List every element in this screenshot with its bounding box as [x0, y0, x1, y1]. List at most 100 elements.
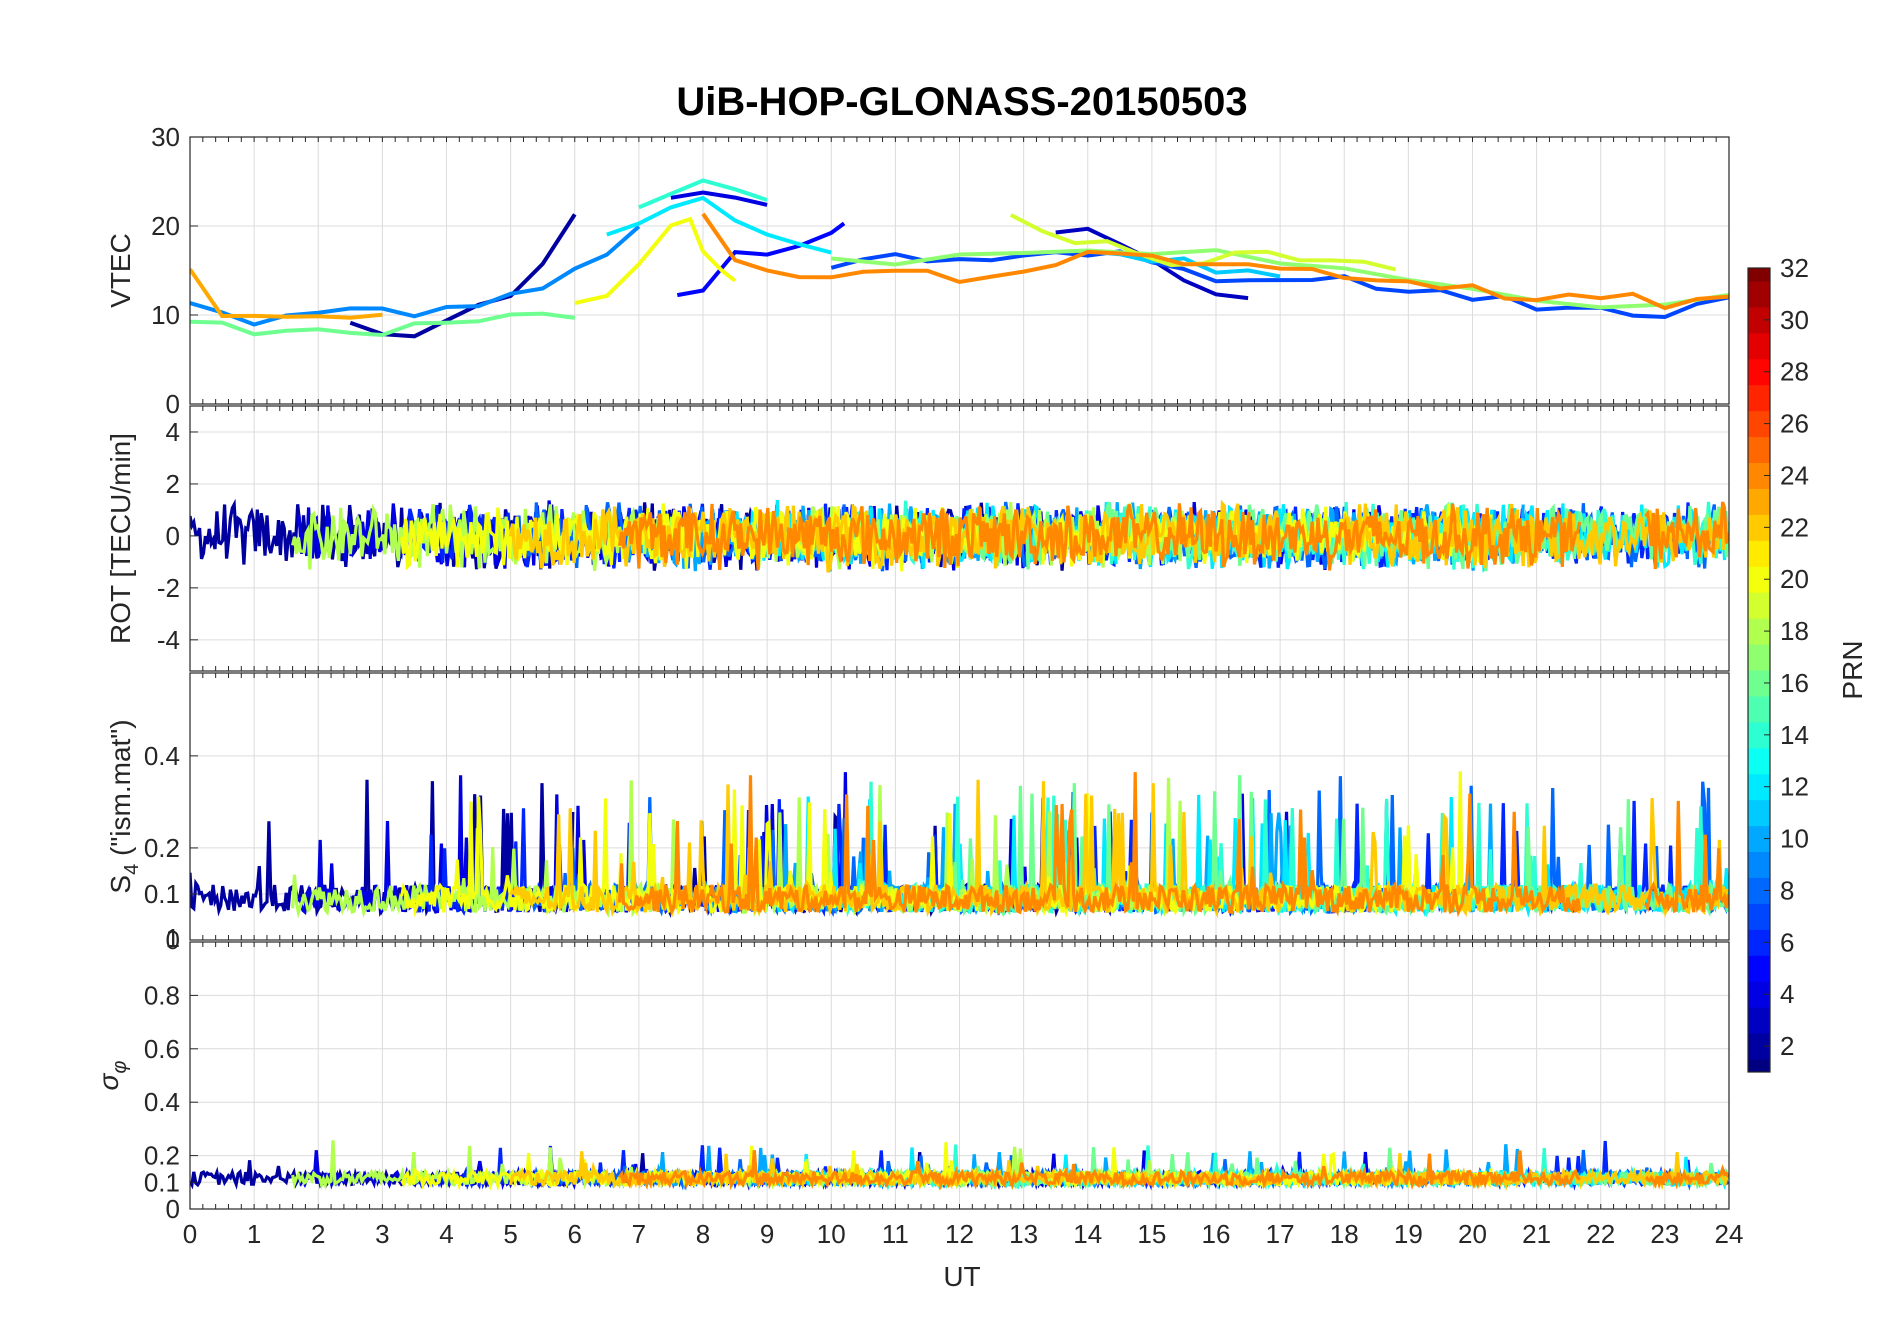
panel-4-series-prn-24-b	[1644, 1164, 1729, 1190]
colorbar-segment	[1748, 721, 1770, 749]
colorbar-frame	[1747, 267, 1771, 1073]
colorbar-segment	[1748, 488, 1770, 515]
colorbar-segment	[1748, 825, 1770, 853]
vtec-series-prn-17	[831, 248, 1729, 310]
colorbar-segment	[1748, 670, 1770, 697]
y-tick-label: 0	[166, 925, 180, 955]
panel-4-series-prn-24	[618, 1150, 1581, 1191]
vtec-series-prn-16	[190, 311, 576, 338]
panel-3-series-prn-24	[618, 772, 1582, 918]
x-tick-label: 21	[1522, 1219, 1551, 1249]
vtec-series-prn-12	[606, 195, 832, 255]
panel-2-series-prn-24	[618, 503, 1582, 571]
colorbar-segment	[1748, 981, 1770, 1008]
x-tick-label: 6	[568, 1219, 582, 1249]
colorbar-segment	[1748, 644, 1770, 671]
y-tick-label: 0.1	[144, 1167, 180, 1197]
x-tick-label: 12	[945, 1219, 974, 1249]
colorbar-segment	[1748, 799, 1770, 827]
y-tick-label: 0.4	[144, 1087, 180, 1117]
colorbar-tick-label: 10	[1780, 824, 1809, 854]
y-tick-label: 20	[151, 211, 180, 241]
x-tick-label: 20	[1458, 1219, 1487, 1249]
colorbar-segment	[1748, 773, 1770, 801]
y-tick-label: 0.1	[144, 879, 180, 909]
x-tick-label: 1	[247, 1219, 261, 1249]
panel-1-y-label: VTEC	[105, 233, 136, 308]
colorbar-tick-label: 2	[1780, 1031, 1794, 1061]
y-tick-label: 10	[151, 300, 180, 330]
colorbar-segment	[1748, 903, 1770, 930]
panel-4-y-label: σφ	[93, 1061, 131, 1091]
colorbar-segment	[1748, 929, 1770, 956]
colorbar-tick-label: 26	[1780, 409, 1809, 439]
colorbar-tick-label: 14	[1780, 720, 1809, 750]
y-tick-label: 0.2	[144, 833, 180, 863]
x-tick-label: 14	[1073, 1219, 1102, 1249]
x-tick-label: 24	[1715, 1219, 1744, 1249]
y-tick-label: 0	[166, 521, 180, 551]
colorbar-segment	[1748, 618, 1770, 645]
colorbar-segment	[1748, 851, 1770, 878]
panel-3-series-prn-16	[951, 775, 1729, 918]
vtec-series-prn-23	[190, 268, 383, 320]
colorbar-tick-label: 8	[1780, 875, 1794, 905]
colorbar-segment	[1748, 540, 1770, 567]
y-tick-label: 1	[166, 923, 180, 953]
y-tick-label: -2	[157, 573, 180, 603]
colorbar-tick-label: 20	[1780, 564, 1809, 594]
y-tick-label: 0	[166, 1194, 180, 1224]
panel-4-traces	[190, 1140, 1729, 1192]
colorbar-tick-label: 30	[1780, 305, 1809, 335]
x-tick-label: 13	[1009, 1219, 1038, 1249]
colorbar-tick-label: 12	[1780, 772, 1809, 802]
colorbar-segment	[1748, 462, 1770, 489]
colorbar-segment	[1748, 955, 1770, 982]
colorbar-tick-label: 4	[1780, 979, 1794, 1009]
panel-2-y-label: ROT [TECU/min]	[105, 433, 136, 644]
colorbar-segment	[1748, 358, 1770, 386]
x-tick-label: 3	[375, 1219, 389, 1249]
colorbar-tick-label: 6	[1780, 927, 1794, 957]
colorbar-segment	[1748, 695, 1770, 723]
colorbar-segment	[1748, 436, 1770, 464]
colorbar-segment	[1748, 1059, 1770, 1073]
colorbar-segment	[1748, 332, 1770, 360]
x-tick-label: 23	[1650, 1219, 1679, 1249]
x-tick-label: 5	[503, 1219, 517, 1249]
panel-3-series-prn-24-b	[1644, 800, 1729, 914]
x-tick-label: 18	[1330, 1219, 1359, 1249]
y-tick-label: 0.4	[144, 741, 180, 771]
y-tick-label: 0	[166, 389, 180, 419]
vtec-series-prn-9	[190, 224, 641, 327]
y-tick-label: 0.8	[144, 980, 180, 1010]
colorbar-segment	[1748, 877, 1770, 904]
vtec-series-prn-14	[638, 178, 768, 210]
colorbar-tick-label: 24	[1780, 460, 1809, 490]
colorbar-segment	[1748, 268, 1770, 282]
colorbar-segment	[1748, 1033, 1770, 1060]
data-layer	[190, 178, 1729, 1192]
vtec-series-prn-24	[701, 212, 1729, 311]
x-tick-label: 7	[632, 1219, 646, 1249]
colorbar-segment	[1748, 410, 1770, 438]
panel-3-y-label: S4 ("ism.mat")	[105, 719, 143, 893]
colorbar-segment	[1748, 280, 1770, 308]
x-tick-label: 9	[760, 1219, 774, 1249]
x-tick-label: 15	[1137, 1219, 1166, 1249]
colorbar-segment	[1748, 566, 1770, 593]
y-tick-label: 4	[166, 417, 180, 447]
panel-1-traces	[190, 178, 1729, 339]
x-axis-label: UT	[943, 1261, 980, 1292]
colorbar-segment	[1748, 592, 1770, 619]
panel-2-series-prn-24-b	[1644, 501, 1729, 570]
panel-2-traces	[190, 498, 1729, 573]
colorbar-tick-label: 22	[1780, 512, 1809, 542]
colorbar-segment	[1748, 514, 1770, 541]
colorbar-segment	[1748, 384, 1770, 412]
colorbar-label: PRN	[1837, 640, 1868, 699]
vtec-series-prn-20	[574, 216, 737, 306]
panel-3-series-prn-22	[509, 779, 1282, 919]
colorbar-segment	[1748, 306, 1770, 334]
